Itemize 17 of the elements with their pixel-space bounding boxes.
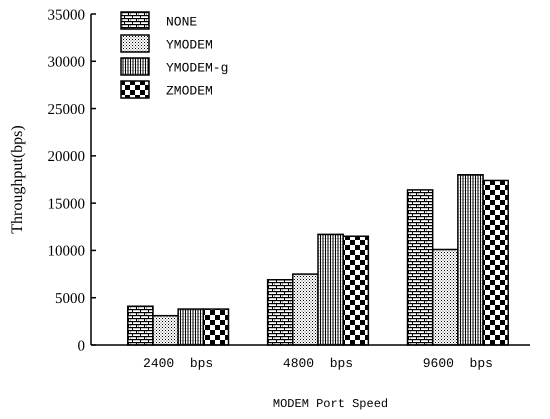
- y-tick-label: 30000: [48, 54, 85, 71]
- y-tick-label: 10000: [48, 244, 85, 260]
- x-tick-label: 2400 bps: [143, 356, 214, 371]
- y-tick-label: 5000: [55, 290, 85, 307]
- legend-label: YMODEM-g: [166, 60, 228, 76]
- legend-label: YMODEM: [166, 38, 213, 53]
- x-tick-label: 4800 bps: [282, 356, 354, 371]
- y-tick-label: 25000: [48, 102, 85, 118]
- y-tick-label: 20000: [48, 149, 85, 166]
- x-tick-label: 9600 bps: [422, 356, 493, 371]
- y-axis-title: Throughput(bps): [9, 125, 26, 234]
- x-axis-title: MODEM Port Speed: [272, 397, 388, 411]
- legend-label: NONE: [166, 14, 198, 30]
- legend-label: ZMODEM: [166, 84, 213, 99]
- y-tick-label: 15000: [48, 196, 85, 212]
- y-tick-label: 35000: [48, 7, 85, 24]
- y-tick-label: 0: [78, 338, 85, 354]
